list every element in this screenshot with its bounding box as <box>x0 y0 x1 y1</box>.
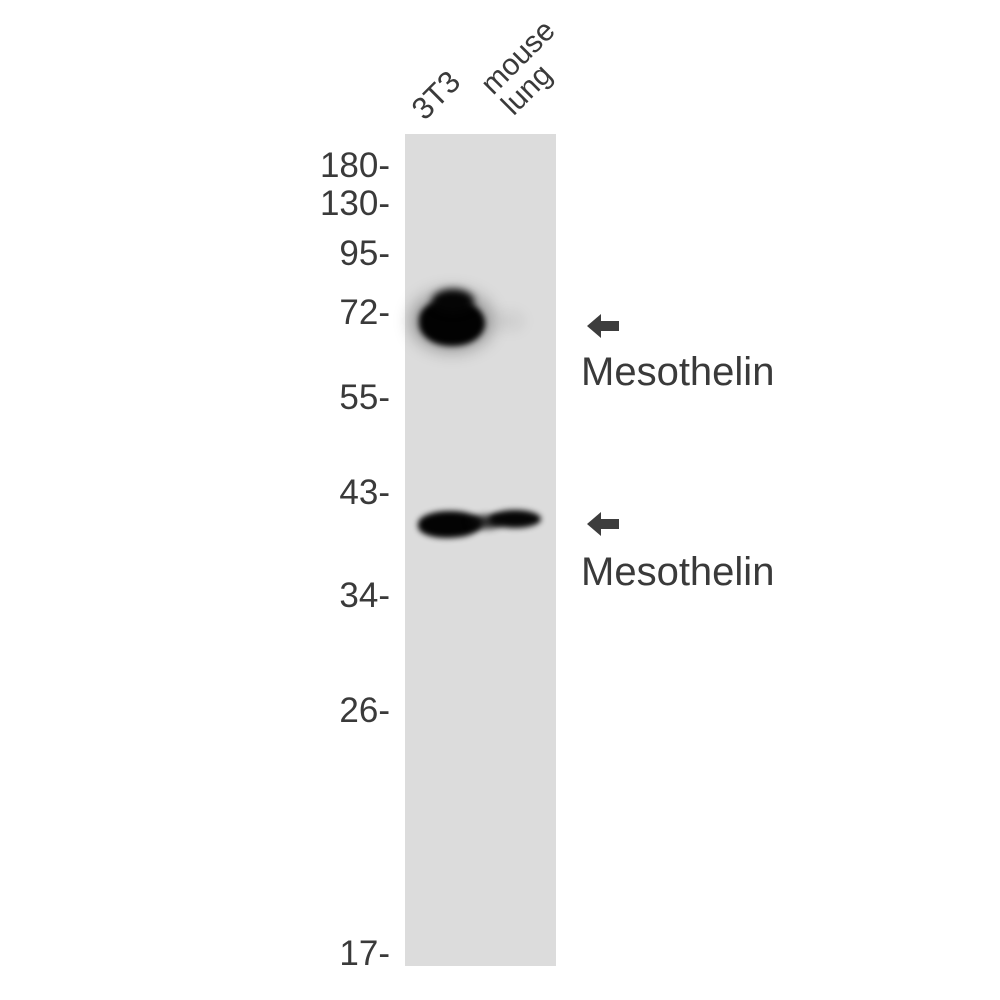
mw-marker-72: 72- <box>339 293 390 332</box>
lane-label-3t3: 3T3 <box>404 63 468 127</box>
mw-marker-17: 17- <box>339 934 390 973</box>
mw-marker-43: 43- <box>339 473 390 512</box>
mw-marker-34: 34- <box>339 576 390 615</box>
mw-marker-26: 26- <box>339 691 390 730</box>
left-arrow-icon <box>587 314 619 338</box>
left-arrow-icon <box>587 512 619 536</box>
band-upper-lane1-bump <box>432 289 474 313</box>
lane-label-mouse-lung: mouse lung <box>475 14 581 121</box>
band-lower-lane2 <box>489 510 541 528</box>
annotation-mesothelin-upper: Mesothelin <box>581 350 775 394</box>
mw-marker-180: 180- <box>319 146 390 185</box>
mw-marker-55: 55- <box>339 378 390 417</box>
annotation-mesothelin-lower: Mesothelin <box>581 550 775 594</box>
band-upper-lane2-faint <box>495 310 525 332</box>
mw-marker-95: 95- <box>339 234 390 273</box>
blot-membrane <box>405 134 556 966</box>
mw-marker-130: 130- <box>319 184 390 223</box>
